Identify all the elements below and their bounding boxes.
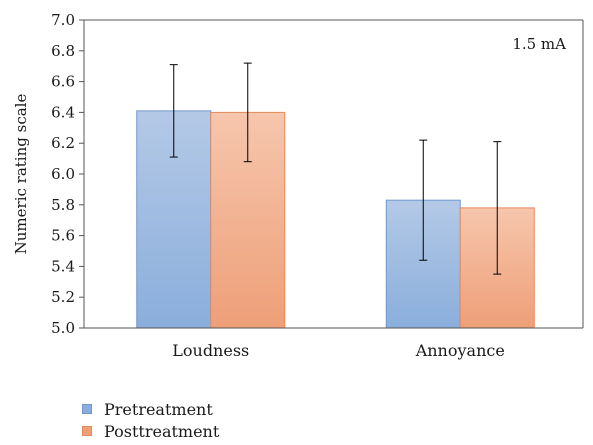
legend-swatch-pretreatment — [82, 404, 92, 414]
bars — [136, 110, 535, 329]
y-axis-ticks: 5.0 5.2 5.4 5.6 5.8 6.0 6.2 6.4 6.6 6.8 7.0 — [51, 11, 84, 337]
chart-annotation: 1.5 mA — [512, 35, 566, 53]
y-tick-label: 6.0 — [51, 165, 75, 183]
y-tick-label: 7.0 — [51, 11, 75, 29]
legend-item-pretreatment: Pretreatment — [82, 398, 219, 420]
axes — [83, 19, 584, 329]
legend-label-pretreatment: Pretreatment — [104, 399, 213, 419]
x-axis-labels: Loudness Annoyance — [172, 341, 505, 360]
y-tick-label: 5.8 — [51, 196, 75, 214]
legend-swatch-posttreatment — [82, 426, 92, 436]
y-tick-label: 5.6 — [51, 227, 75, 245]
y-tick-label: 6.6 — [51, 73, 75, 91]
y-tick-label: 5.2 — [51, 288, 75, 306]
x-tick-label-loudness: Loudness — [172, 341, 249, 360]
y-tick-label: 5.4 — [51, 257, 75, 275]
legend: Pretreatment Posttreatment — [82, 398, 219, 442]
x-tick-label-annoyance: Annoyance — [415, 341, 505, 360]
legend-item-posttreatment: Posttreatment — [82, 420, 219, 442]
y-axis-title: Numeric rating scale — [12, 94, 30, 255]
y-tick-label: 6.4 — [51, 103, 75, 121]
y-tick-label: 6.2 — [51, 134, 75, 152]
y-tick-label: 6.8 — [51, 42, 75, 60]
error-bars — [169, 62, 502, 275]
legend-label-posttreatment: Posttreatment — [104, 421, 220, 441]
y-tick-label: 5.0 — [51, 319, 75, 337]
